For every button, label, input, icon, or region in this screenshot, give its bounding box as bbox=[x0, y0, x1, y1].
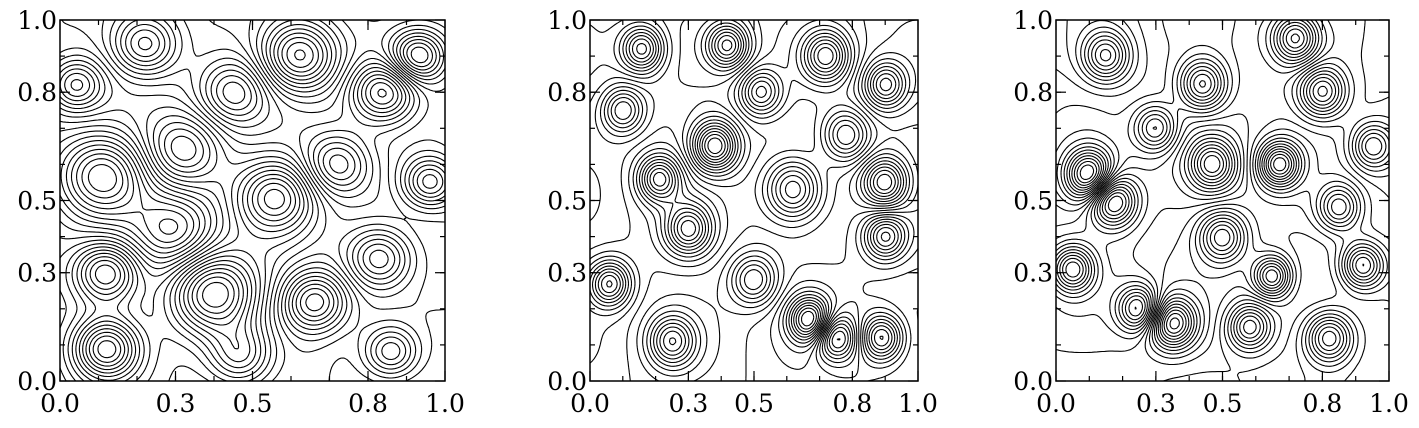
x-tick-label: 1.0 bbox=[425, 389, 465, 418]
y-tick-label: 0.5 bbox=[17, 187, 57, 216]
y-tick-label: 0.3 bbox=[1013, 259, 1053, 288]
y-tick-label: 0.0 bbox=[17, 367, 57, 396]
y-tick-label: 0.0 bbox=[1013, 367, 1053, 396]
contour-lines bbox=[1055, 19, 1390, 382]
y-tick-label: 0.0 bbox=[547, 367, 587, 396]
y-tick-label: 0.8 bbox=[17, 78, 57, 107]
y-tick-label: 1.0 bbox=[547, 6, 587, 35]
x-tick-label: 0.0 bbox=[570, 389, 610, 418]
contour-panel-2: 0.0 0.3 0.5 0.8 1.0 0.0 0.3 0.5 0.8 1.0 bbox=[547, 6, 938, 418]
x-tick-label: 0.3 bbox=[156, 389, 196, 418]
y-tick-label: 1.0 bbox=[1013, 6, 1053, 35]
x-tick-label: 0.3 bbox=[1136, 389, 1176, 418]
x-tick-label: 1.0 bbox=[1369, 389, 1409, 418]
contour-lines bbox=[59, 19, 446, 382]
x-tick-label: 0.5 bbox=[734, 389, 774, 418]
x-tick-label: 0.8 bbox=[348, 389, 388, 418]
y-tick-label: 0.8 bbox=[1013, 78, 1053, 107]
x-tick-label: 0.0 bbox=[1036, 389, 1076, 418]
x-tick-label: 0.3 bbox=[669, 389, 709, 418]
contour-panel-1: 0.0 0.3 0.5 0.8 1.0 0.0 0.3 0.5 0.8 1.0 bbox=[17, 6, 465, 418]
x-tick-label: 1.0 bbox=[898, 389, 938, 418]
contour-panel-3: 0.0 0.3 0.5 0.8 1.0 0.0 0.3 0.5 0.8 1.0 bbox=[1013, 6, 1409, 418]
x-tick-label: 0.5 bbox=[1203, 389, 1243, 418]
y-tick-label: 0.8 bbox=[547, 78, 587, 107]
x-tick-label: 0.0 bbox=[40, 389, 80, 418]
y-tick-label: 0.3 bbox=[547, 259, 587, 288]
y-tick-label: 0.5 bbox=[547, 187, 587, 216]
y-tick-label: 1.0 bbox=[17, 6, 57, 35]
contour-lines bbox=[589, 19, 919, 382]
y-tick-label: 0.5 bbox=[1013, 187, 1053, 216]
y-tick-label: 0.3 bbox=[17, 259, 57, 288]
x-tick-label: 0.8 bbox=[1303, 389, 1343, 418]
x-tick-label: 0.5 bbox=[233, 389, 273, 418]
x-tick-label: 0.8 bbox=[833, 389, 873, 418]
